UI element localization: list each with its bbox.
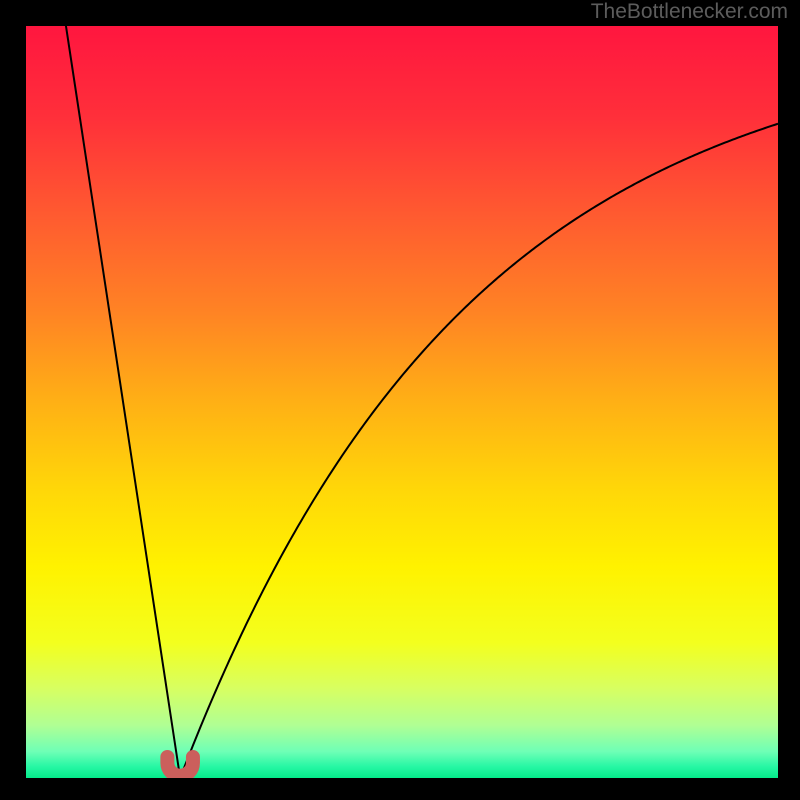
bottleneck-curve-chart bbox=[26, 26, 778, 778]
watermark-text: TheBottlenecker.com bbox=[591, 0, 788, 24]
chart-frame: TheBottlenecker.com bbox=[0, 0, 800, 800]
plot-area bbox=[26, 26, 778, 778]
gradient-background bbox=[26, 26, 778, 778]
